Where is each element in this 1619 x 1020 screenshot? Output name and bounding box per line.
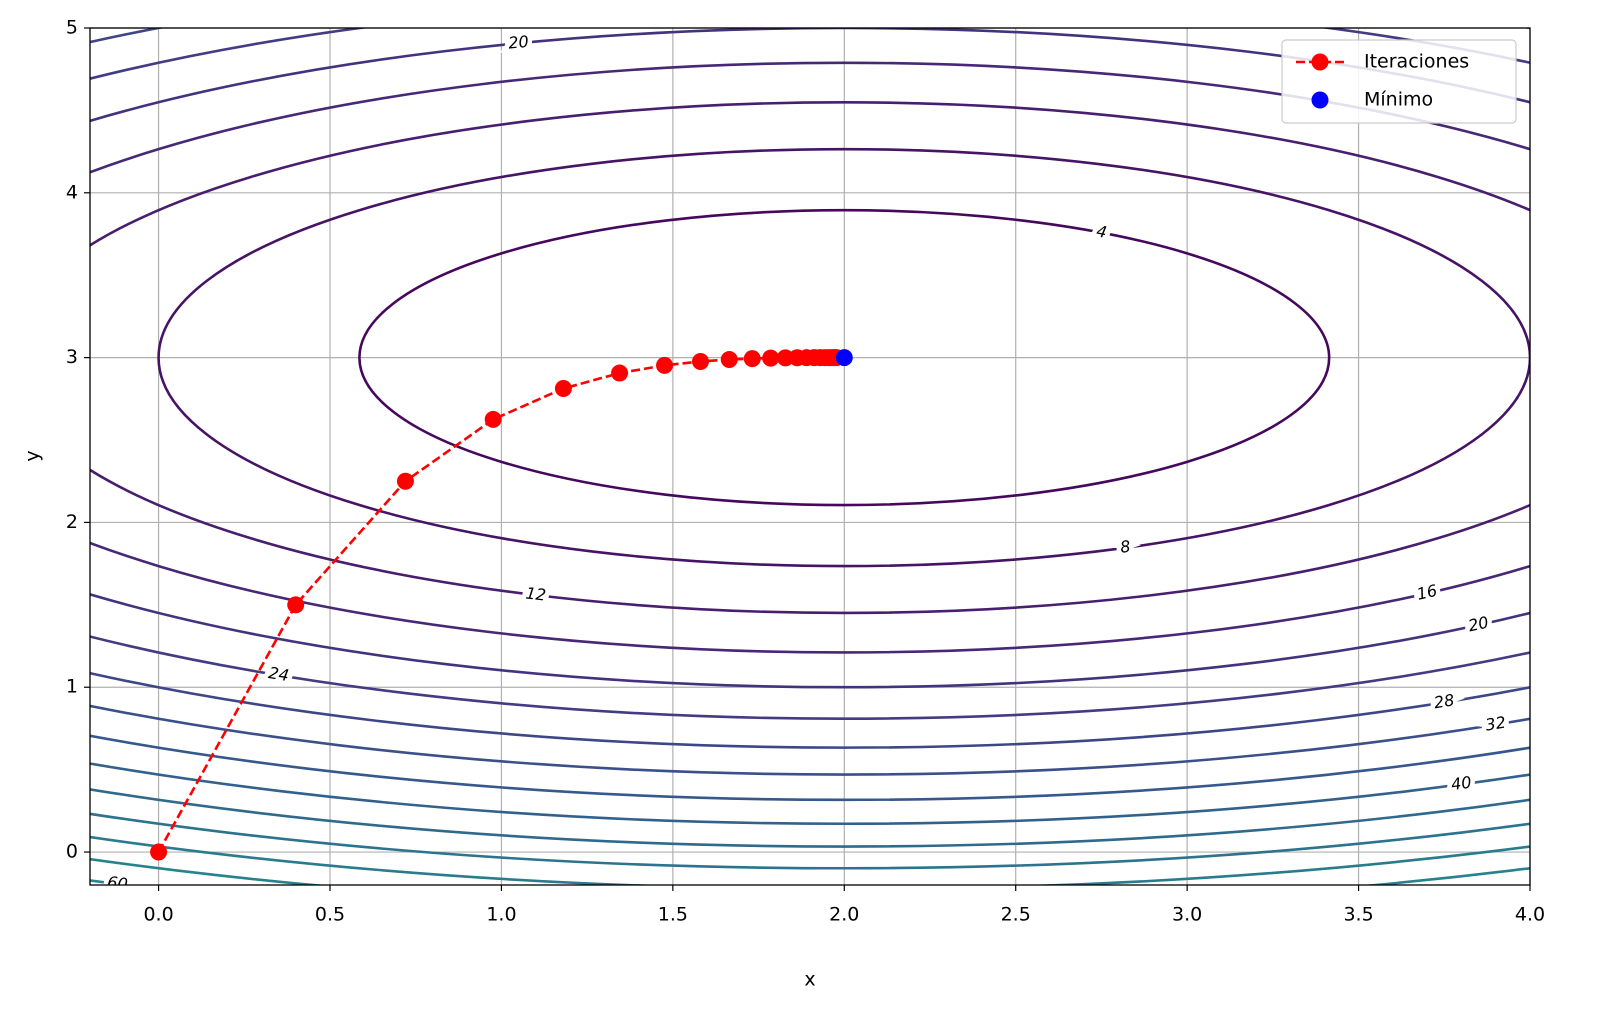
- x-tick-label: 2.5: [1001, 904, 1031, 926]
- iteration-point: [743, 350, 761, 368]
- contour-line: [90, 28, 1530, 749]
- contour-line: [90, 812, 1530, 870]
- y-tick-label: 5: [66, 17, 78, 39]
- iteration-point: [484, 410, 502, 428]
- legend-marker: [1311, 53, 1329, 71]
- y-tick-label: 1: [66, 676, 78, 698]
- iteration-point: [720, 351, 738, 369]
- x-tick-label: 0.5: [315, 904, 345, 926]
- x-tick-label: 3.5: [1343, 904, 1373, 926]
- contour-line: [90, 734, 1530, 802]
- x-tick-label: 1.0: [486, 904, 516, 926]
- iteration-point: [396, 472, 414, 490]
- iteration-point: [611, 364, 629, 382]
- contour-line: [358, 208, 1331, 507]
- contour-line: [90, 101, 1530, 615]
- iteration-point: [554, 380, 572, 398]
- legend-marker: [1311, 91, 1329, 109]
- x-tick-label: 2.0: [829, 904, 859, 926]
- contour-line: [90, 704, 1530, 776]
- iteration-point: [776, 349, 794, 367]
- y-axis-label: y: [22, 450, 44, 461]
- legend-label: Mínimo: [1364, 89, 1433, 111]
- contour-line: [90, 28, 1530, 720]
- minimum-point: [835, 349, 853, 367]
- iteration-point: [691, 352, 709, 370]
- contour-label: 20: [507, 32, 529, 53]
- x-tick-label: 3.0: [1172, 904, 1202, 926]
- contour-line: [157, 147, 1530, 568]
- contour-line: [90, 61, 1530, 654]
- y-tick-label: 2: [66, 511, 78, 533]
- iteration-point: [762, 349, 780, 367]
- y-tick-label: 3: [66, 346, 78, 368]
- y-tick-label: 4: [66, 181, 78, 203]
- contour-line: [90, 762, 1530, 825]
- x-tick-label: 1.5: [658, 904, 688, 926]
- contour-label: 40: [1450, 773, 1473, 795]
- contour-label: 28: [1433, 690, 1456, 712]
- iteration-point: [287, 596, 305, 614]
- contour-label: 24: [267, 663, 290, 685]
- x-tick-label: 0.0: [143, 904, 173, 926]
- contour-label: 12: [525, 583, 547, 604]
- legend: Iteraciones Mínimo: [1281, 39, 1517, 124]
- contour-label: 32: [1484, 713, 1507, 735]
- iteration-point: [150, 843, 168, 861]
- y-tick-label: 0: [66, 841, 78, 863]
- iteration-point: [656, 356, 674, 374]
- x-tick-label: 4.0: [1515, 904, 1545, 926]
- contour-line: [90, 787, 1530, 848]
- x-axis-label: x: [804, 969, 815, 991]
- contour-line: [90, 28, 1530, 689]
- legend-label: Iteraciones: [1364, 51, 1469, 73]
- axes-frame: [89, 27, 1531, 886]
